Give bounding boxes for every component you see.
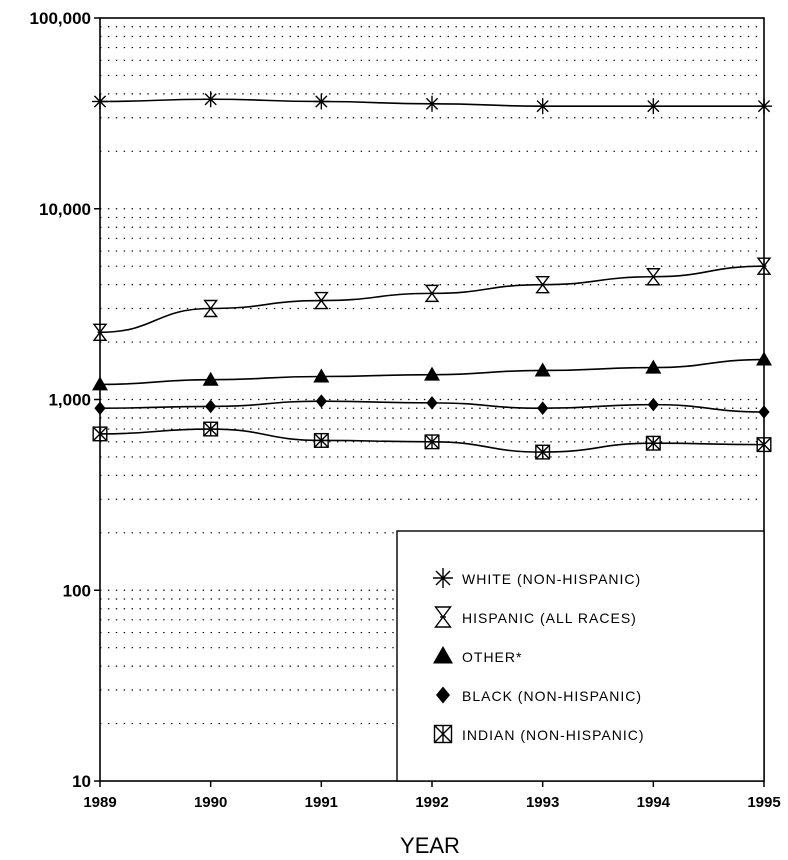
x-tick-label: 1994: [637, 794, 671, 811]
series-boxed-x: [93, 422, 771, 459]
data-point-asterisk-icon: [756, 98, 772, 114]
x-axis-label: YEAR: [400, 833, 460, 858]
x-axis: 1989 1990 1991 1992 1993 1994 1995: [83, 781, 780, 811]
data-point-asterisk-icon: [92, 93, 108, 109]
data-point-diamond-icon: [537, 401, 548, 415]
data-point-triangle-icon: [203, 372, 219, 386]
y-tick-label: 10: [72, 772, 91, 791]
legend-label: INDIAN (NON-HISPANIC): [462, 727, 645, 743]
data-point-diamond-icon: [648, 398, 659, 412]
legend: WHITE (NON-HISPANIC) HISPANIC (ALL RACES)…: [397, 531, 764, 781]
x-tick-label: 1990: [194, 794, 227, 811]
y-tick-label: 1,000: [48, 391, 91, 410]
data-point-diamond-icon: [205, 400, 216, 414]
x-tick-label: 1993: [526, 794, 559, 811]
series-diamond: [94, 394, 769, 418]
data-point-diamond-icon: [426, 396, 437, 410]
x-tick-label: 1991: [305, 794, 338, 811]
legend-label: OTHER*: [462, 649, 522, 665]
data-point-triangle-icon: [645, 360, 661, 374]
legend-label: BLACK (NON-HISPANIC): [462, 688, 642, 704]
data-point-triangle-icon: [313, 369, 329, 383]
data-point-triangle-icon: [424, 367, 440, 381]
data-point-asterisk-icon: [203, 91, 219, 107]
data-point-diamond-icon: [758, 405, 769, 419]
data-point-diamond-icon: [316, 394, 327, 408]
legend-label: HISPANIC (ALL RACES): [462, 610, 637, 626]
legend-label: WHITE (NON-HISPANIC): [462, 571, 641, 587]
data-point-triangle-icon: [535, 362, 551, 376]
series-triangle: [92, 352, 772, 391]
data-point-asterisk-icon: [645, 98, 661, 114]
y-tick-label: 10,000: [39, 200, 91, 219]
data-point-triangle-icon: [756, 352, 772, 366]
data-point-diamond-icon: [94, 401, 105, 415]
legend-box: [397, 531, 764, 781]
series-asterisk: [92, 91, 772, 114]
y-tick-label: 100,000: [30, 9, 91, 28]
series-line: [100, 266, 764, 332]
series-hourglass: [94, 258, 770, 340]
y-axis: 10 100 1,000 10,000 100,000: [30, 9, 100, 791]
x-tick-label: 1992: [415, 794, 448, 811]
asterisk-icon: [433, 568, 453, 588]
series-group: [92, 91, 772, 459]
data-point-triangle-icon: [92, 376, 108, 390]
data-point-asterisk-icon: [535, 98, 551, 114]
data-point-asterisk-icon: [313, 93, 329, 109]
data-point-asterisk-icon: [424, 96, 440, 112]
y-tick-label: 100: [63, 581, 91, 600]
x-tick-label: 1995: [747, 794, 780, 811]
x-tick-label: 1989: [83, 794, 116, 811]
